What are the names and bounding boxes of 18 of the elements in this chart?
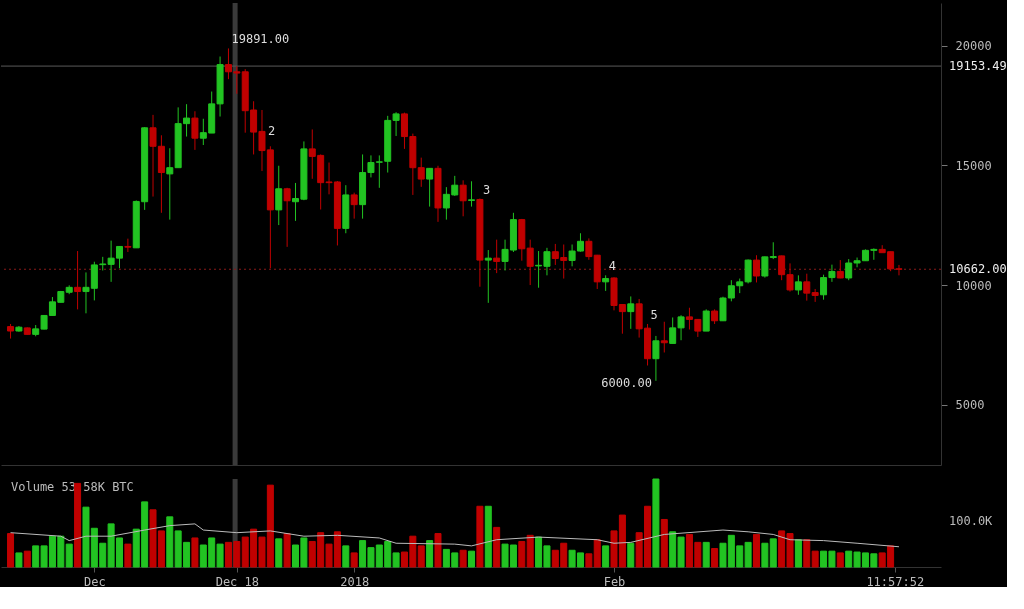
x-tick-label: Feb (603, 574, 626, 589)
x-tick-label: Dec (84, 574, 106, 589)
y-tick-label: 10000 (955, 278, 992, 293)
x-tick-label: Dec 18 (215, 574, 260, 589)
annotation: 5 (650, 307, 658, 322)
annotation: 3 (482, 182, 491, 197)
x-tick-label: 2018 (340, 574, 370, 589)
annotation: 19891.00 (231, 32, 290, 47)
x-tick-label: 11:57:52 (866, 574, 925, 589)
y-tick-label: 20000 (955, 39, 992, 54)
annotation: 2 (267, 124, 276, 139)
annotation: 4 (608, 259, 616, 274)
text: 100.0K (949, 514, 994, 528)
ref-line-label: 10662.00 (949, 262, 1007, 277)
y-tick-label: 15000 (955, 158, 992, 173)
y-tick-label: 5000 (955, 398, 985, 413)
annotation: 6000.00 (601, 375, 652, 390)
ref-line-label: 19153.49 (949, 59, 1007, 74)
